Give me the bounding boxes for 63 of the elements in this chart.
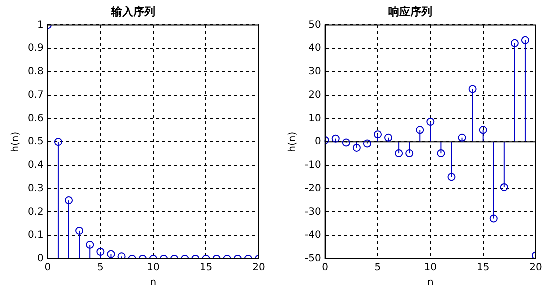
point <box>363 140 372 148</box>
y-tick-label: 0.9 <box>28 43 44 54</box>
x-tick-label: 5 <box>97 262 104 274</box>
x-axis-title: n <box>150 278 157 289</box>
y-tick-label: 20 <box>308 90 322 101</box>
chart-title: 响应序列 <box>388 5 432 18</box>
y-tick-label: 0.8 <box>28 66 44 78</box>
point <box>342 138 350 147</box>
point <box>395 150 404 158</box>
point <box>468 85 477 94</box>
y-tick-label: 30 <box>308 66 322 78</box>
point <box>500 183 508 192</box>
x-tick-label: 20 <box>252 262 266 274</box>
point <box>458 134 466 142</box>
x-tick-label: 0 <box>44 262 52 274</box>
point <box>332 134 340 143</box>
point <box>416 126 424 134</box>
x-tick-label: 15 <box>476 262 490 274</box>
y-axis-title: h(n) <box>288 132 299 152</box>
y-tick-label: 0.6 <box>28 113 44 124</box>
point <box>437 150 446 158</box>
y-tick-label: 0.5 <box>28 136 44 148</box>
point <box>406 150 414 158</box>
y-tick-label: 40 <box>308 43 322 54</box>
point <box>374 130 382 139</box>
x-tick-label: 20 <box>530 262 542 274</box>
y-tick-label: 1 <box>38 20 44 31</box>
y-tick-label: 50 <box>308 20 322 31</box>
y-tick-label: -10 <box>304 160 322 172</box>
y-tick-label: 0.7 <box>28 90 44 101</box>
chart-title: 输入序列 <box>110 5 156 18</box>
y-tick-label: 0 <box>314 136 322 148</box>
y-tick-label: -50 <box>304 254 322 265</box>
point <box>76 226 84 235</box>
y-tick-label: 0.3 <box>28 183 44 194</box>
y-tick-label: -40 <box>304 230 322 242</box>
y-tick-label: 0.2 <box>28 206 44 218</box>
point <box>479 126 488 134</box>
y-axis-title: h(n) <box>10 132 22 152</box>
point <box>65 196 74 205</box>
point <box>510 39 519 48</box>
point <box>54 138 62 146</box>
x-tick-label: 0 <box>322 262 329 274</box>
point <box>490 214 498 223</box>
y-tick-label: 0.1 <box>28 230 44 242</box>
x-tick-label: 10 <box>147 262 160 274</box>
x-tick-label: 5 <box>374 262 382 274</box>
point <box>426 118 435 126</box>
point <box>96 248 105 256</box>
x-tick-label: 15 <box>200 262 213 274</box>
point <box>118 252 126 259</box>
y-tick-label: -30 <box>304 206 322 218</box>
point <box>521 36 530 44</box>
x-tick-label: 10 <box>424 262 438 274</box>
y-tick-label: 0.4 <box>28 160 44 172</box>
y-tick-label: 10 <box>308 113 322 124</box>
y-tick-label: 0 <box>38 254 44 265</box>
y-tick-label: -20 <box>304 183 322 194</box>
point <box>352 144 361 152</box>
x-axis-title: n <box>427 278 434 289</box>
point <box>86 240 94 249</box>
point <box>448 173 456 182</box>
point <box>384 134 393 142</box>
